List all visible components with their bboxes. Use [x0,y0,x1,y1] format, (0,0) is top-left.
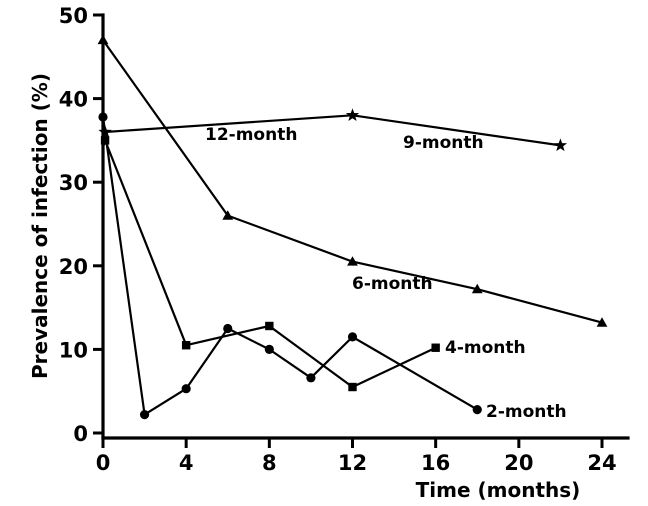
data-point-square [431,343,440,352]
y-tick-label: 50 [59,4,88,28]
plot-area: 12-month 9-month 6-month 4-month 2-month [97,34,608,422]
x-ticks: 0 4 8 12 16 20 24 [96,438,617,475]
data-point-circle [264,344,274,354]
x-tick-label: 0 [96,451,111,475]
x-tick-label: 12 [338,451,367,475]
series-9-month: 9-month [98,108,568,153]
y-tick-label: 10 [59,338,88,362]
data-point-circle [306,373,316,383]
data-point-triangle [97,34,109,45]
y-axis-title: Prevalence of infection (%) [28,73,52,379]
data-point-triangle [596,317,608,327]
x-axis-title: Time (months) [416,478,581,502]
series-label-2-month: 2-month [486,402,567,422]
data-point-star [345,108,360,121]
y-tick-label: 0 [73,422,88,446]
data-point-circle [98,112,108,122]
y-tick-label: 20 [59,255,88,279]
x-tick-label: 8 [262,451,277,475]
data-point-circle [472,404,482,415]
series-2-month: 2-month [98,112,567,422]
data-point-circle [139,410,150,420]
y-axis: 0 10 20 30 40 50 Prevalence of infection (%) [28,4,105,446]
data-point-star [553,138,568,152]
x-tick-label: 24 [587,451,616,475]
data-point-triangle [347,256,358,266]
data-point-triangle [222,210,234,220]
x-tick-label: 20 [504,451,533,475]
data-point-square [265,321,274,331]
y-tick-label: 40 [59,88,88,112]
series-label-4-month: 4-month [445,338,526,358]
series-6-month: 6-month [97,34,608,327]
data-point-circle [223,323,233,334]
x-tick-label: 16 [421,451,450,475]
series-label-12-month: 12-month [205,125,297,145]
series-label-9-month: 9-month [403,133,484,153]
data-point-circle [347,332,358,342]
series-12-month: 12-month [101,125,297,146]
y-tick-label: 30 [59,171,88,195]
data-point-square [348,382,357,392]
data-point-square [100,136,110,145]
data-point-triangle [471,283,483,294]
x-axis: 0 4 8 12 16 20 24 Time (months) [96,436,630,502]
x-tick-label: 4 [179,451,194,475]
data-point-circle [181,384,191,394]
y-ticks: 0 10 20 30 40 50 [59,4,103,446]
series-line-2-month [101,116,478,416]
series-label-6-month: 6-month [352,274,433,294]
data-point-square [181,341,191,350]
series-4-month: 4-month [100,136,526,392]
